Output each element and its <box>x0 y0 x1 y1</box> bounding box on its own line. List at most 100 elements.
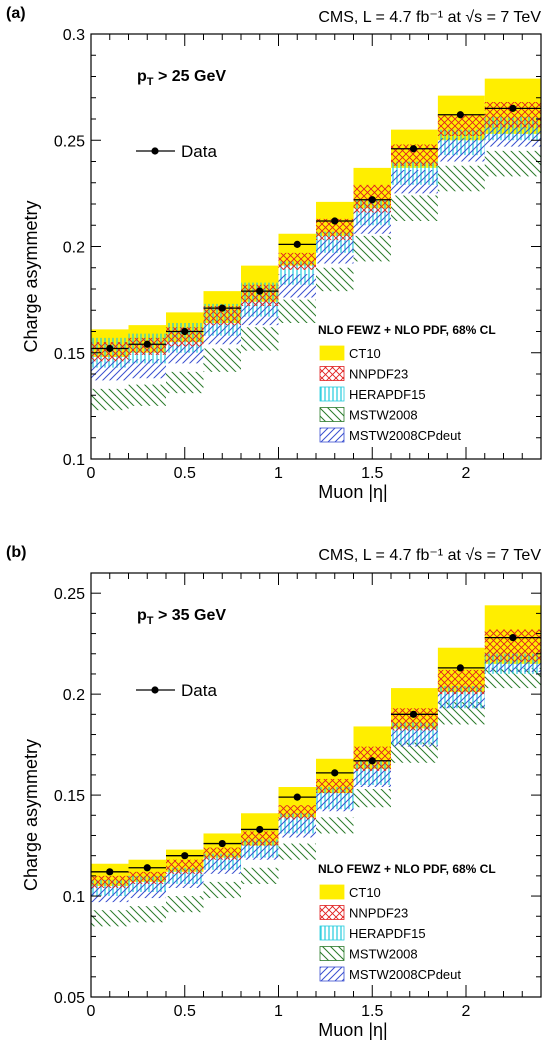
band-mstw2008-bin <box>166 896 204 913</box>
chart-panel-b: 0.05 0.1 0.15 0.2 0.25 0 0.5 1 1.5 2 Muon |η| Charg… <box>6 544 542 1040</box>
band-mstw2008cpdeut-bin <box>484 123 541 147</box>
band-nnpdf23-bin <box>391 144 438 166</box>
data-point <box>256 825 264 834</box>
band-mstw2008cpdeut-bin <box>203 325 241 345</box>
x-tick-label: 2 <box>462 1003 471 1020</box>
legend-swatch-nnpdf23 <box>319 366 345 381</box>
band-series-mstw2008cpdeut <box>91 123 541 381</box>
x-tick-label: 0.5 <box>174 1003 196 1020</box>
legend-data-marker <box>151 147 159 155</box>
band-mstw2008-bin <box>391 742 438 763</box>
band-mstw2008cpdeut-bin <box>278 817 316 838</box>
panel-label: (b) <box>6 544 26 561</box>
data-point <box>218 839 226 848</box>
y-tick-label: 0.2 <box>63 687 85 704</box>
data-point <box>106 868 114 876</box>
x-tick-label: 2 <box>462 465 471 482</box>
legend-title: NLO FEWZ + NLO PDF, 68% CL <box>318 323 496 337</box>
band-mstw2008-bin <box>484 150 541 177</box>
band-nnpdf23-bin <box>316 778 354 794</box>
legend-data-label: Data <box>181 142 217 161</box>
data-point <box>456 111 464 119</box>
data-point <box>293 793 301 801</box>
x-tick-label: 1 <box>274 1003 283 1020</box>
data-point <box>409 145 418 153</box>
y-axis-label: Charge asymmetry <box>21 739 41 891</box>
panel-label: (a) <box>6 5 26 22</box>
legend-label-ct10: CT10 <box>349 885 381 900</box>
data-series <box>91 634 541 876</box>
band-mstw2008-bin <box>391 195 438 221</box>
x-tick-label: 0 <box>87 465 96 482</box>
band-mstw2008cpdeut-bin <box>316 240 354 264</box>
data-point <box>106 344 114 353</box>
band-mstw2008-bin <box>437 165 485 192</box>
band-mstw2008cpdeut-bin <box>166 871 204 888</box>
band-mstw2008-bin <box>353 789 391 808</box>
y-tick-label: 0.2 <box>63 240 85 257</box>
band-mstw2008cpdeut-bin <box>316 791 354 812</box>
y-tick-label: 0.25 <box>54 586 85 603</box>
chart-panel-a: 0.1 0.15 0.2 0.25 0.3 0 0.5 1 1.5 2 Muon |η| Charge… <box>6 5 542 502</box>
data-point <box>456 664 464 672</box>
band-nnpdf23-bin <box>437 114 485 136</box>
data-point <box>218 304 226 312</box>
data-point <box>368 757 376 765</box>
band-mstw2008-bin <box>278 843 316 860</box>
band-nnpdf23-bin <box>203 306 241 326</box>
band-mstw2008cpdeut-bin <box>437 138 485 162</box>
band-mstw2008-bin <box>241 867 279 884</box>
band-mstw2008-bin <box>203 348 241 372</box>
x-tick-label: 1.5 <box>361 1003 383 1020</box>
legend-swatch-ct10 <box>319 345 345 361</box>
legend-swatch-nnpdf23 <box>319 905 345 920</box>
y-tick-label: 0.1 <box>63 452 85 469</box>
legend-data-label: Data <box>181 681 217 700</box>
band-mstw2008cpdeut-bin <box>128 881 166 899</box>
band-mstw2008-bin <box>316 267 354 292</box>
x-axis-label: Muon |η| <box>318 1020 387 1040</box>
band-mstw2008cpdeut-bin <box>278 274 316 298</box>
band-mstw2008-bin <box>278 299 316 323</box>
legend-swatch-mstw2008cpdeut <box>319 427 345 443</box>
band-mstw2008-bin <box>316 817 354 834</box>
data-point <box>293 240 301 248</box>
y-tick-label: 0.15 <box>54 346 85 363</box>
legend-label-mstw2008cpdeut: MSTW2008CPdeut <box>349 428 461 443</box>
band-mstw2008-bin <box>353 235 391 262</box>
band-mstw2008-bin <box>91 388 129 411</box>
legend-label-herapdf15: HERAPDF15 <box>349 926 426 941</box>
legend-label-mstw2008cpdeut: MSTW2008CPdeut <box>349 967 461 982</box>
data-point <box>143 340 151 348</box>
y-tick-label: 0.25 <box>54 133 85 150</box>
band-mstw2008cpdeut-bin <box>91 361 129 381</box>
legend-label-nnpdf23: NNPDF23 <box>349 906 408 921</box>
band-series-mstw2008 <box>91 150 541 411</box>
legend-title: NLO FEWZ + NLO PDF, 68% CL <box>318 862 496 876</box>
band-nnpdf23-bin <box>128 871 166 884</box>
band-nnpdf23-bin <box>203 847 241 860</box>
legend-data-marker <box>151 686 159 694</box>
data-point <box>409 710 418 718</box>
data-point <box>143 864 151 872</box>
band-mstw2008-bin <box>128 906 166 923</box>
data-point <box>331 217 339 225</box>
band-nnpdf23-bin <box>166 859 204 874</box>
legend-label-ct10: CT10 <box>349 346 381 361</box>
selection-label: pT > 35 GeV <box>137 607 226 627</box>
legend-swatch-ct10 <box>319 884 345 900</box>
band-mstw2008cpdeut-bin <box>241 301 279 326</box>
band-nnpdf23-bin <box>241 831 279 846</box>
legend-swatch-mstw2008 <box>319 946 345 961</box>
y-axis-label: Charge asymmetry <box>21 200 41 352</box>
legend-swatch-herapdf15 <box>319 925 345 941</box>
legend-label-mstw2008: MSTW2008 <box>349 947 418 962</box>
selection-label: pT > 25 GeV <box>137 68 226 88</box>
data-point <box>256 287 264 295</box>
data-point <box>368 196 376 204</box>
data-series <box>91 104 541 353</box>
band-nnpdf23-bin <box>437 669 485 695</box>
data-point <box>509 104 517 112</box>
band-nnpdf23-bin <box>278 252 316 270</box>
